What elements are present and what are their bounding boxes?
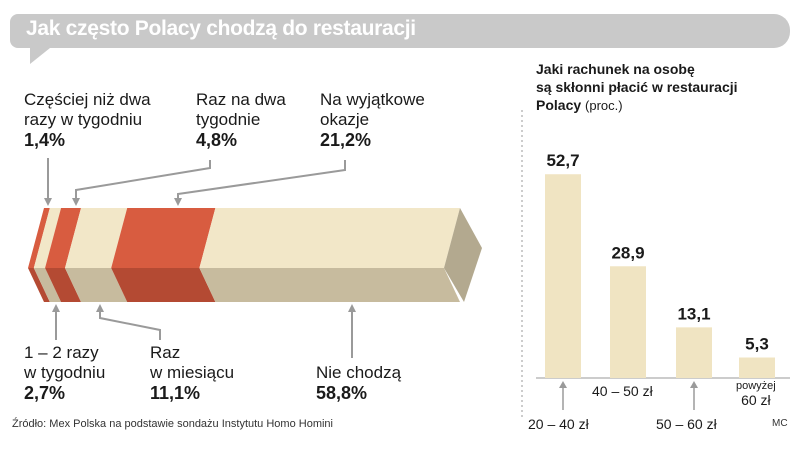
leader-arrow-special-occasions	[174, 198, 182, 206]
leader-arrow-once-monthly	[96, 304, 104, 312]
page-title: Jak często Polacy chodzą do restauracji	[26, 17, 416, 40]
bar-segment-shade-2	[45, 268, 82, 302]
value-once-twice-weekly: 2,7%	[24, 383, 66, 403]
value-every-two-weeks: 4,8%	[196, 130, 238, 150]
bar-segment-shade-4	[111, 268, 216, 302]
label-once-twice-weekly: 1 – 2 razy w tygodniu 2,7%	[24, 343, 106, 403]
source-note: Źródło: Mex Polska na podstawie sondażu …	[12, 418, 333, 430]
bar-segment-shade-0	[28, 268, 50, 302]
value-more-than-twice-weekly: 1,4%	[24, 130, 66, 150]
spending-pointer-head-0	[559, 381, 567, 388]
author-credit: MC	[772, 418, 788, 429]
bar-segment-4	[111, 208, 216, 268]
title-banner-pointer	[30, 48, 50, 64]
bar-segment-shade-3	[65, 268, 128, 302]
value-special-occasions: 21,2%	[320, 130, 372, 150]
bar-segment-5	[199, 208, 460, 268]
bar-end-cap	[444, 208, 482, 302]
leader-arrow-never	[348, 304, 356, 312]
spending-cat-40-50: 40 – 50 zł	[592, 383, 653, 399]
label-never: Nie chodzą 58,8%	[316, 363, 402, 403]
value-never: 58,8%	[316, 383, 368, 403]
leader-arrow-every-two-weeks	[72, 198, 80, 206]
leader-line-every-two-weeks	[75, 160, 211, 204]
spending-cat-over-60: powyżej 60 zł	[736, 380, 776, 408]
leader-line-once-monthly	[99, 308, 161, 340]
spending-bar-1	[610, 266, 646, 378]
spending-value-2: 13,1	[677, 304, 710, 323]
spending-bar-2	[676, 327, 712, 378]
spending-value-3: 5,3	[745, 335, 769, 354]
leader-arrow-once-twice-weekly	[52, 304, 60, 312]
spending-value-1: 28,9	[611, 243, 644, 262]
bar-segment-shade-1	[33, 268, 62, 302]
spending-cat-50-60: 50 – 60 zł	[656, 416, 717, 432]
bar-segment-shade-5	[199, 268, 460, 302]
label-more-than-twice-weekly: Częściej niż dwa razy w tygodniu 1,4%	[24, 90, 151, 150]
spending-value-0: 52,7	[546, 151, 579, 170]
label-once-monthly: Raz w miesiącu 11,1%	[150, 343, 235, 403]
spending-bar-0	[545, 174, 581, 378]
spending-chart-title: Jaki rachunek na osobę są skłonni płacić…	[536, 61, 738, 113]
bar-segment-0	[28, 208, 50, 268]
bar-segment-2	[45, 208, 82, 268]
value-once-monthly: 11,1%	[150, 383, 201, 403]
spending-bar-3	[739, 357, 775, 378]
label-special-occasions: Na wyjątkowe okazje 21,2%	[320, 90, 425, 150]
bar-segment-3	[65, 208, 128, 268]
leader-arrow-more-than-twice-weekly	[44, 198, 52, 206]
label-every-two-weeks: Raz na dwa tygodnie 4,8%	[196, 90, 286, 150]
title-banner	[10, 14, 790, 48]
spending-pointer-head-1	[690, 381, 698, 388]
bar-segment-1	[33, 208, 62, 268]
spending-cat-20-40: 20 – 40 zł	[528, 416, 589, 432]
